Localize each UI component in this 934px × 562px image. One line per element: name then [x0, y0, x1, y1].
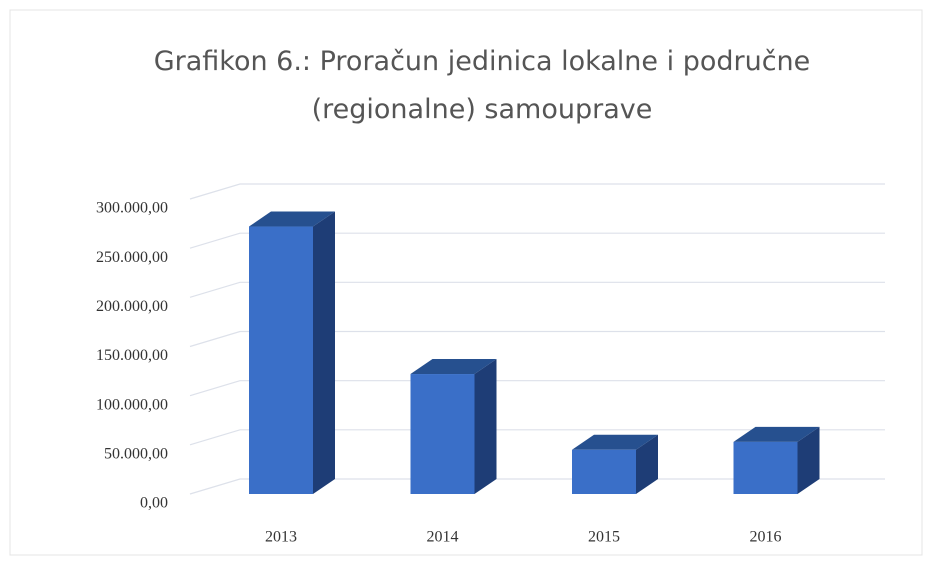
bar-side: [313, 211, 335, 495]
bar-top: [733, 426, 820, 442]
x-tick-label: 2013: [265, 529, 297, 546]
bar: [572, 449, 636, 494]
y-tick-label: 50.000,00: [104, 446, 168, 463]
chart-border: [9, 9, 923, 556]
bar-side: [636, 434, 658, 494]
x-tick-label: 2016: [750, 529, 782, 546]
grid-line: [189, 429, 885, 446]
grid-line: [189, 281, 885, 298]
bar: [249, 226, 313, 495]
bar: [733, 441, 798, 494]
bar-top: [572, 434, 658, 450]
bar-top: [249, 211, 335, 227]
bar-top: [410, 359, 497, 375]
bar: [410, 374, 475, 494]
y-tick-label: 150.000,00: [96, 347, 168, 364]
grid-line: [189, 232, 885, 249]
grid-line: [189, 478, 885, 495]
y-tick-label: 100.000,00: [96, 396, 168, 413]
grid-line: [189, 380, 885, 397]
bar-side: [797, 426, 820, 494]
y-tick-label: 200.000,00: [96, 298, 168, 315]
x-tick-label: 2014: [427, 529, 459, 546]
bar-side: [474, 359, 497, 494]
y-tick-label: 300.000,00: [96, 200, 168, 217]
grid-line: [189, 183, 885, 200]
x-tick-label: 2015: [588, 529, 620, 546]
y-tick-label: 0,00: [140, 495, 168, 512]
chart-title: Grafikon 6.: Proračun jedinica lokalne i…: [153, 46, 811, 125]
y-tick-label: 250.000,00: [96, 249, 168, 266]
grid-line: [189, 330, 885, 348]
